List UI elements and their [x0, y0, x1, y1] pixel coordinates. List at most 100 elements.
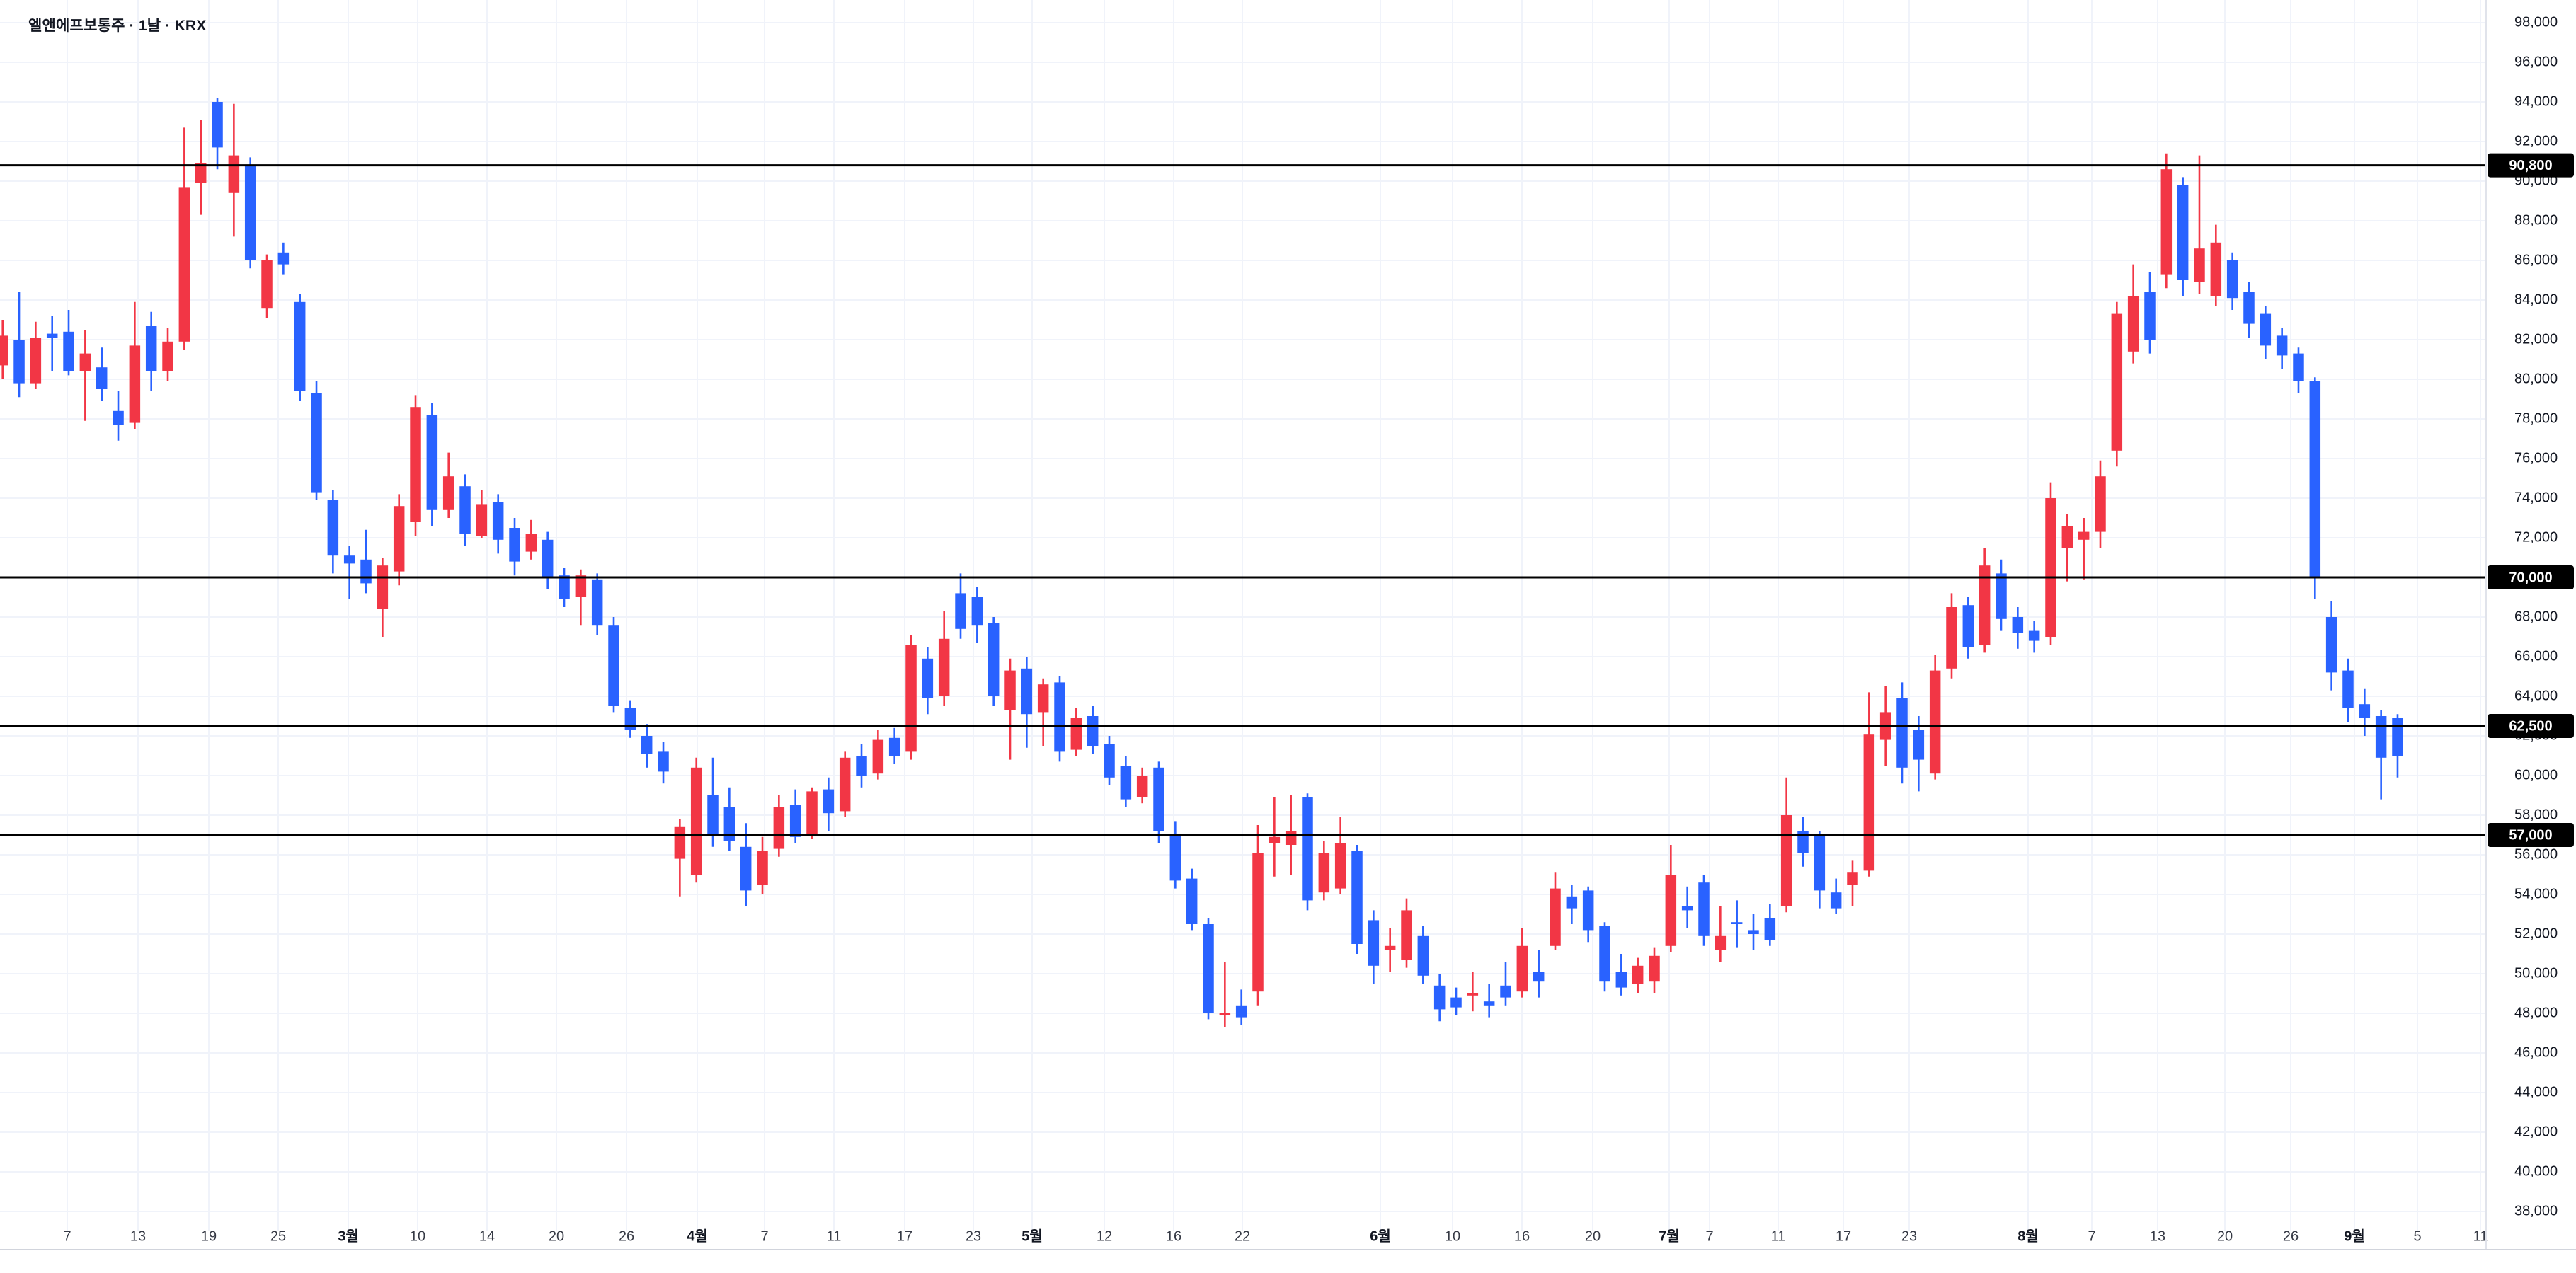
candle-body: [2028, 630, 2040, 641]
date-label: 7: [1705, 1228, 1713, 1244]
horizontal-price-lines[interactable]: [0, 164, 2486, 836]
candle-body: [608, 625, 619, 706]
candle-body: [2243, 292, 2255, 324]
candle-body: [723, 807, 735, 841]
candle-body: [1070, 718, 1082, 750]
candle-body: [2061, 526, 2073, 548]
price-axis[interactable]: 98,00096,00094,00092,00090,00088,00086,0…: [2514, 14, 2558, 1219]
candle-body: [1516, 945, 1528, 992]
price-tick-label: 38,000: [2514, 1203, 2558, 1219]
candle-body: [1649, 955, 1660, 982]
candle-body: [46, 333, 58, 338]
candle-body: [1252, 853, 1264, 992]
candle-body: [707, 795, 719, 835]
candle-body: [525, 534, 537, 552]
candle-body: [79, 353, 91, 371]
month-label: 5월: [1021, 1228, 1043, 1244]
candle-body: [13, 340, 25, 384]
price-line-badge-text: 70,000: [2509, 570, 2552, 585]
month-label: 9월: [2344, 1228, 2365, 1244]
candle-body: [2012, 617, 2024, 633]
candle-body: [1863, 734, 1875, 871]
candle-body: [591, 579, 603, 626]
date-label: 16: [1514, 1228, 1530, 1244]
price-tick-label: 64,000: [2514, 688, 2558, 703]
price-tick-label: 66,000: [2514, 648, 2558, 664]
time-axis[interactable]: 7 13 19 25 3월 10 14 20 26 4월 7 11 17 23 5월 12 16 22 6월 10 16…: [63, 1228, 2488, 1244]
candle-body: [988, 623, 1000, 696]
candle-body: [1483, 1001, 1495, 1006]
candle-body: [1318, 853, 1330, 893]
candle-body: [1417, 935, 1429, 976]
candle-body: [1681, 906, 1693, 911]
candle-body: [1946, 607, 1957, 669]
candle-body: [1731, 922, 1743, 924]
candle-body: [360, 559, 372, 584]
candle-body: [740, 846, 752, 891]
candle-body: [1401, 910, 1412, 960]
candle-body: [1913, 730, 1925, 760]
price-tick-label: 80,000: [2514, 371, 2558, 386]
candle-body: [195, 163, 207, 183]
candle-body: [129, 345, 141, 423]
date-label: 7: [63, 1228, 71, 1244]
date-label: 23: [1901, 1228, 1917, 1244]
candle-body: [1037, 684, 1049, 713]
candle-body: [0, 335, 8, 366]
candle-body: [575, 575, 587, 597]
candle-body: [1087, 716, 1099, 746]
candle-body: [1351, 851, 1363, 944]
candle-body: [2309, 381, 2321, 577]
date-label: 16: [1166, 1228, 1181, 1244]
price-line-badge: [2488, 565, 2574, 589]
date-label: 20: [2217, 1228, 2233, 1244]
candle-body: [1500, 985, 1511, 998]
candle-body: [2260, 313, 2272, 346]
price-tick-label: 74,000: [2514, 490, 2558, 505]
date-label: 17: [897, 1228, 912, 1244]
price-tick-label: 82,000: [2514, 331, 2558, 347]
price-tick-label: 42,000: [2514, 1124, 2558, 1139]
candle-body: [624, 708, 636, 730]
candle-body: [2111, 313, 2123, 451]
candle-body: [938, 638, 950, 696]
candle-body: [2276, 335, 2288, 356]
candle-body: [1764, 918, 1776, 940]
candle-body: [1004, 670, 1016, 710]
candle-body: [658, 751, 669, 772]
candle-body: [2194, 248, 2205, 282]
price-tick-label: 94,000: [2514, 93, 2558, 109]
candle-body: [1665, 875, 1677, 946]
date-label: 13: [130, 1228, 146, 1244]
candle-body: [1136, 776, 1148, 797]
candle-body: [1104, 744, 1115, 778]
chart-legend-title[interactable]: 엘앤에프보통주 · 1날 · KRX: [28, 18, 207, 34]
candle-body: [410, 407, 421, 522]
candle-body: [2392, 718, 2403, 756]
month-label: 4월: [687, 1228, 708, 1244]
price-line-badge-text: 90,800: [2509, 158, 2552, 173]
candle-body: [2342, 670, 2354, 708]
month-label: 7월: [1659, 1228, 1680, 1244]
price-line-badge-text: 62,500: [2509, 718, 2552, 734]
vertical-gridlines: [67, 0, 2481, 1231]
candle-body: [690, 767, 702, 875]
price-tick-label: 92,000: [2514, 133, 2558, 149]
candle-body: [277, 252, 290, 265]
price-tick-label: 54,000: [2514, 886, 2558, 902]
date-label: 7: [2088, 1228, 2095, 1244]
candle-body: [2095, 476, 2106, 532]
candle-body: [2375, 716, 2387, 758]
candle-body: [1120, 766, 1132, 800]
date-label: 12: [1097, 1228, 1112, 1244]
candle-body: [1203, 924, 1214, 1013]
date-label: 11: [1771, 1228, 1786, 1244]
candle-body: [1996, 573, 2007, 619]
candle-body: [178, 187, 190, 342]
candle-body: [1550, 888, 1561, 946]
candle-body: [2325, 617, 2337, 673]
date-label: 5: [2413, 1228, 2421, 1244]
candle-body: [1929, 670, 1941, 774]
